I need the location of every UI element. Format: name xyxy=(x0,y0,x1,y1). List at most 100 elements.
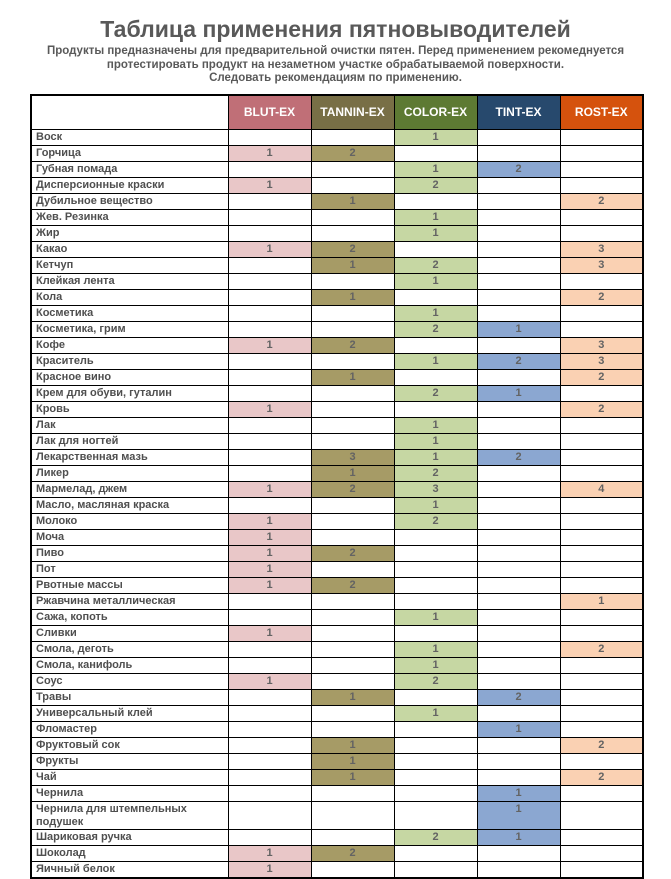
value-cell-rost-ex xyxy=(560,690,643,706)
value-cell-rost-ex xyxy=(560,514,643,530)
value-cell-tannin-ex: 1 xyxy=(311,370,394,386)
column-header-blut-ex: BLUT-EX xyxy=(228,95,311,130)
value-cell-tannin-ex xyxy=(311,210,394,226)
value-cell-tint-ex xyxy=(477,562,560,578)
value-cell-color-ex: 2 xyxy=(394,258,477,274)
value-cell-blut-ex xyxy=(228,786,311,802)
value-cell-rost-ex: 2 xyxy=(560,738,643,754)
value-cell-blut-ex xyxy=(228,642,311,658)
value-cell-tint-ex xyxy=(477,770,560,786)
value-cell-rost-ex: 3 xyxy=(560,258,643,274)
value-cell-color-ex: 1 xyxy=(394,210,477,226)
value-cell-tint-ex xyxy=(477,530,560,546)
row-label: Чернила для штемпельных подушек xyxy=(31,802,228,830)
column-header-tint-ex: TINT-EX xyxy=(477,95,560,130)
value-cell-tint-ex xyxy=(477,578,560,594)
value-cell-rost-ex: 2 xyxy=(560,642,643,658)
value-cell-color-ex: 2 xyxy=(394,830,477,846)
value-cell-rost-ex xyxy=(560,162,643,178)
value-cell-color-ex xyxy=(394,770,477,786)
value-cell-rost-ex xyxy=(560,658,643,674)
value-cell-tint-ex xyxy=(477,610,560,626)
value-cell-blut-ex xyxy=(228,274,311,290)
value-cell-rost-ex: 2 xyxy=(560,290,643,306)
value-cell-tint-ex xyxy=(477,466,560,482)
value-cell-blut-ex: 1 xyxy=(228,146,311,162)
value-cell-blut-ex xyxy=(228,802,311,830)
value-cell-rost-ex: 2 xyxy=(560,770,643,786)
value-cell-rost-ex xyxy=(560,306,643,322)
value-cell-tannin-ex xyxy=(311,306,394,322)
value-cell-color-ex xyxy=(394,370,477,386)
row-label: Кофе xyxy=(31,338,228,354)
value-cell-color-ex: 1 xyxy=(394,706,477,722)
value-cell-tannin-ex xyxy=(311,674,394,690)
header-row: BLUT-EX TANNIN-EX COLOR-EX TINT-EX ROST-… xyxy=(31,95,643,130)
value-cell-tint-ex xyxy=(477,674,560,690)
subtitle-line-2: протестировать продукт на незаметном уча… xyxy=(0,59,671,73)
value-cell-tannin-ex xyxy=(311,786,394,802)
value-cell-rost-ex xyxy=(560,546,643,562)
value-cell-blut-ex xyxy=(228,738,311,754)
value-cell-color-ex: 3 xyxy=(394,482,477,498)
value-cell-tannin-ex xyxy=(311,626,394,642)
value-cell-rost-ex xyxy=(560,530,643,546)
value-cell-rost-ex xyxy=(560,386,643,402)
value-cell-tannin-ex xyxy=(311,274,394,290)
value-cell-blut-ex: 1 xyxy=(228,862,311,879)
value-cell-rost-ex xyxy=(560,862,643,879)
value-cell-color-ex: 1 xyxy=(394,274,477,290)
value-cell-blut-ex: 1 xyxy=(228,242,311,258)
value-cell-tannin-ex xyxy=(311,642,394,658)
value-cell-blut-ex xyxy=(228,418,311,434)
subtitle-line-1: Продукты предназначены для предварительн… xyxy=(0,45,671,59)
row-label: Воск xyxy=(31,130,228,146)
value-cell-color-ex xyxy=(394,862,477,879)
value-cell-tint-ex xyxy=(477,862,560,879)
row-label: Косметика xyxy=(31,306,228,322)
value-cell-rost-ex xyxy=(560,578,643,594)
value-cell-rost-ex: 3 xyxy=(560,338,643,354)
value-cell-blut-ex: 1 xyxy=(228,674,311,690)
value-cell-rost-ex xyxy=(560,754,643,770)
value-cell-tint-ex xyxy=(477,210,560,226)
value-cell-tannin-ex: 1 xyxy=(311,738,394,754)
value-cell-blut-ex xyxy=(228,130,311,146)
value-cell-tint-ex xyxy=(477,846,560,862)
value-cell-blut-ex xyxy=(228,754,311,770)
row-label: Лекарственная мазь xyxy=(31,450,228,466)
stain-remover-table: BLUT-EX TANNIN-EX COLOR-EX TINT-EX ROST-… xyxy=(30,94,644,879)
value-cell-tint-ex xyxy=(477,258,560,274)
value-cell-blut-ex: 1 xyxy=(228,626,311,642)
value-cell-color-ex: 2 xyxy=(394,514,477,530)
value-cell-blut-ex xyxy=(228,386,311,402)
row-label: Жев. Резинка xyxy=(31,210,228,226)
value-cell-tannin-ex xyxy=(311,434,394,450)
value-cell-tint-ex xyxy=(477,594,560,610)
value-cell-rost-ex xyxy=(560,226,643,242)
value-cell-tint-ex xyxy=(477,274,560,290)
value-cell-rost-ex xyxy=(560,562,643,578)
value-cell-rost-ex xyxy=(560,846,643,862)
value-cell-tint-ex xyxy=(477,146,560,162)
row-label: Молоко xyxy=(31,514,228,530)
value-cell-tannin-ex: 2 xyxy=(311,482,394,498)
value-cell-blut-ex xyxy=(228,226,311,242)
value-cell-blut-ex xyxy=(228,210,311,226)
value-cell-color-ex xyxy=(394,846,477,862)
value-cell-color-ex: 1 xyxy=(394,658,477,674)
value-cell-tannin-ex xyxy=(311,610,394,626)
value-cell-blut-ex xyxy=(228,706,311,722)
value-cell-color-ex xyxy=(394,738,477,754)
